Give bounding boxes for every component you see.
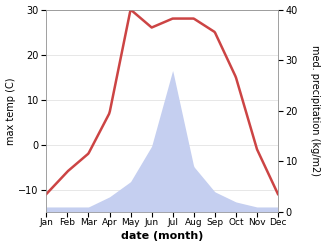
Y-axis label: med. precipitation (kg/m2): med. precipitation (kg/m2)	[310, 45, 320, 176]
Y-axis label: max temp (C): max temp (C)	[6, 77, 16, 144]
X-axis label: date (month): date (month)	[121, 231, 203, 242]
